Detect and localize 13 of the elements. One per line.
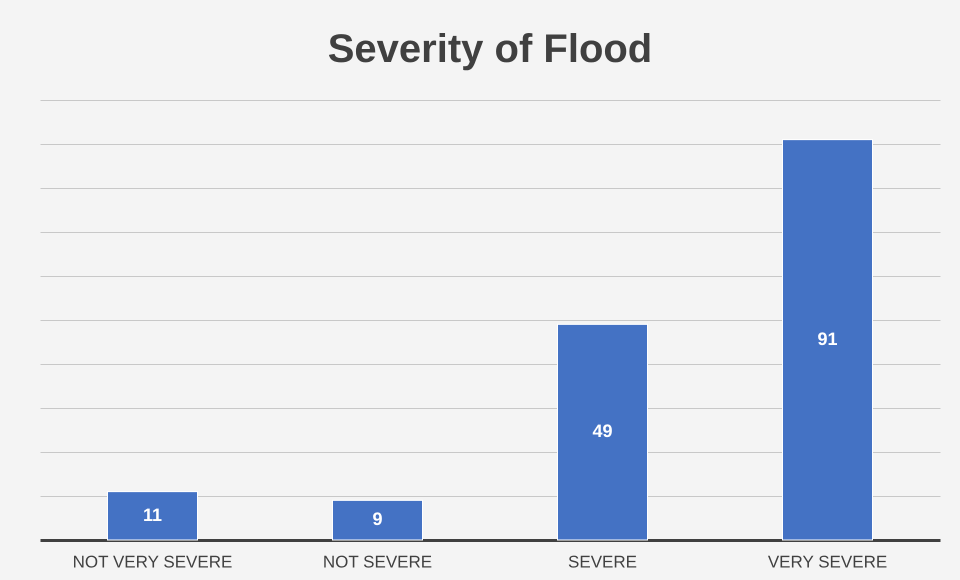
data-label: 49 (592, 421, 613, 442)
data-label: 91 (817, 328, 838, 349)
bar (557, 324, 648, 540)
x-tick-label: VERY SEVERE (768, 552, 888, 572)
bar (332, 500, 423, 540)
x-tick-label: NOT SEVERE (322, 552, 432, 572)
data-label: 9 (372, 509, 383, 530)
x-tick-label: SEVERE (568, 552, 637, 572)
data-label: 11 (142, 504, 162, 525)
bar (107, 491, 198, 540)
x-tick-label: NOT VERY SEVERE (72, 552, 232, 572)
chart-title: Severity of Flood (328, 27, 652, 71)
bar (782, 139, 873, 540)
